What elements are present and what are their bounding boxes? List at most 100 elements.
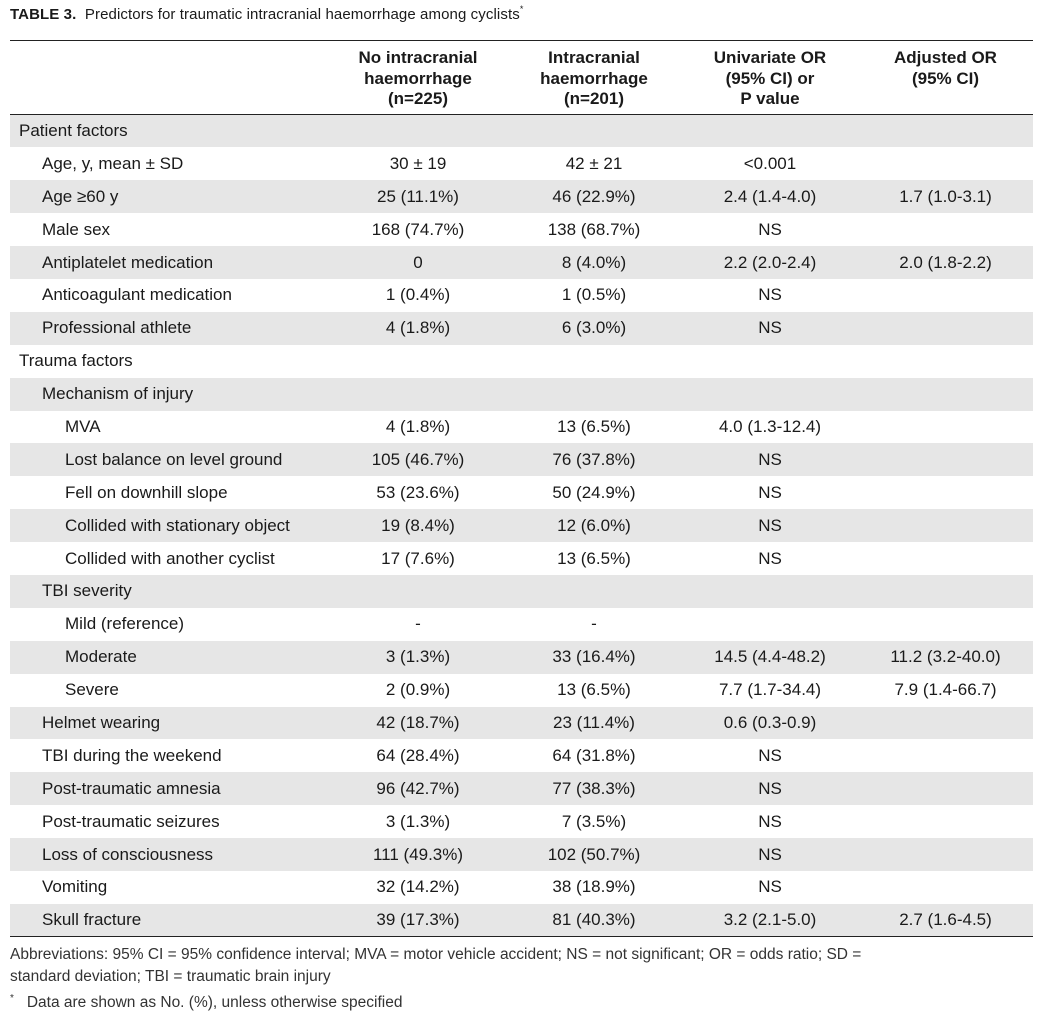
haemorrhage-value: 13 (6.5%) [557,548,631,568]
univariate-or-value: NS [758,482,782,502]
adjusted-or-value [858,311,1033,345]
no-haemorrhage-value: 42 (18.7%) [330,706,506,740]
no-haemorrhage-value [330,345,506,378]
abbreviations-line-1: Abbreviations: 95% CI = 95% confidence i… [10,946,862,963]
predictors-table: No intracranial haemorrhage (n=225) Intracr… [10,40,1033,938]
haemorrhage-value: 23 (11.4%) [506,706,682,740]
row-label: Age ≥60 y [10,180,330,214]
header-line: haemorrhage [364,68,472,88]
no-haemorrhage-value: 25 (11.1%) [330,180,506,214]
adjusted-or-value [858,345,1033,378]
table-row: Professional athlete 4 (1.8%) 6 (3.0%) NS [10,311,1033,345]
header-line: (95% CI) [911,68,980,88]
no-haemorrhage-value: 32 (14.2%) [376,877,460,897]
table-row: Anticoagulant medication 1 (0.4%) 1 (0.5%)… [10,279,1033,312]
header-line: No intracranial [358,48,478,67]
no-haemorrhage-value: 111 (49.3%) [330,838,506,871]
univariate-or-value: 2.2 (2.0-2.4) [682,246,858,279]
univariate-or-value: 7.7 (1.7-34.4) [718,680,822,700]
univariate-or-value: NS [758,548,782,568]
row-label: Skull fracture [10,903,330,938]
abbreviations-line-2: standard deviation; TBI = traumatic brai… [10,968,331,985]
row-label: Age, y, mean ± SD [42,153,184,173]
header-variable [10,40,330,115]
no-haemorrhage-value: 17 (7.6%) [381,548,455,568]
adjusted-or-value [858,279,1033,312]
row-label: Vomiting [42,877,108,897]
univariate-or-value: 0.6 (0.3-0.9) [682,706,858,740]
haemorrhage-value: 13 (6.5%) [557,680,631,700]
no-haemorrhage-value [330,574,506,608]
no-haemorrhage-value: 96 (42.7%) [330,772,506,806]
header-intracranial: Intracranial haemorrhage (n=201) [506,40,682,115]
adjusted-or-value [858,411,1033,444]
table-row: Severe 2 (0.9%) 13 (6.5%) 7.7 (1.7-34.4) 7.9… [10,674,1033,707]
header-adjusted-or: Adjusted OR (95% CI) [858,40,1033,115]
univariate-or-value [682,114,858,148]
table-row: Post-traumatic seizures 3 (1.3%) 7 (3.5%) N… [10,805,1033,838]
univariate-or-value: 2.4 (1.4-4.0) [682,180,858,214]
no-haemorrhage-value: 30 ± 19 [389,153,447,173]
row-label: Patient factors [10,114,330,148]
univariate-or-value [682,574,858,608]
univariate-or-value: NS [758,219,782,239]
adjusted-or-value [858,871,1033,904]
haemorrhage-value [506,345,682,378]
table-row: Antiplatelet medication 0 8 (4.0%) 2.2 (2.0… [10,246,1033,279]
table-row: Collided with stationary object 19 (8.4%)… [10,509,1033,543]
no-haemorrhage-value: 2 (0.9%) [385,680,451,700]
univariate-or-value: 4.0 (1.3-12.4) [718,416,822,436]
no-haemorrhage-value: 3 (1.3%) [330,640,506,674]
row-label: TBI severity [10,574,330,608]
table-footnotes: Abbreviations: 95% CI = 95% confidence i… [10,944,1010,1014]
adjusted-or-value [858,772,1033,806]
no-haemorrhage-value: 168 (74.7%) [371,219,465,239]
row-label: Helmet wearing [10,706,330,740]
haemorrhage-value [506,114,682,148]
row-label: TBI during the weekend [42,745,222,765]
header-line: haemorrhage [540,68,648,88]
table-row: TBI severity [10,574,1033,608]
table-row: Mild (reference) - - [10,608,1033,641]
haemorrhage-value: 138 (68.7%) [547,219,641,239]
header-line: Intracranial [548,48,640,67]
univariate-or-value: NS [758,811,782,831]
table-title: Predictors for traumatic intracranial ha… [84,6,520,23]
no-haemorrhage-value: 0 [330,246,506,279]
table-row: Lost balance on level ground 105 (46.7%) 7… [10,443,1033,477]
no-haemorrhage-value: 53 (23.6%) [376,482,460,502]
table-row: Age ≥60 y 25 (11.1%) 46 (22.9%) 2.4 (1.4-4.… [10,180,1033,214]
adjusted-or-value [858,574,1033,608]
table-row: Fell on downhill slope 53 (23.6%) 50 (24.9… [10,476,1033,509]
univariate-or-value: NS [682,772,858,806]
table-row: TBI during the weekend 64 (28.4%) 64 (31.8… [10,739,1033,772]
header-line: Univariate OR [713,48,827,67]
adjusted-or-value: 11.2 (3.2-40.0) [858,640,1033,674]
adjusted-or-value [858,476,1033,509]
univariate-or-value [682,608,858,641]
row-label: Mild (reference) [65,614,185,634]
no-haemorrhage-value: 105 (46.7%) [330,443,506,477]
row-label: Post-traumatic amnesia [10,772,330,806]
header-line: (n=201) [564,89,624,108]
table-row: Skull fracture 39 (17.3%) 81 (40.3%) 3.2 (2… [10,903,1033,938]
adjusted-or-value [858,377,1033,411]
adjusted-or-value [858,739,1033,772]
no-haemorrhage-value: 3 (1.3%) [385,811,451,831]
table-row: Helmet wearing 42 (18.7%) 23 (11.4%) 0.6 (0… [10,706,1033,740]
row-label: Post-traumatic seizures [42,811,220,831]
row-label: Lost balance on level ground [10,443,330,477]
haemorrhage-value: 42 ± 21 [565,153,623,173]
row-label: Collided with stationary object [10,509,330,543]
header-no-intracranial: No intracranial haemorrhage (n=225) [330,40,506,115]
no-haemorrhage-value: 64 (28.4%) [376,745,460,765]
row-label: Trauma factors [19,351,133,371]
no-haemorrhage-value: 4 (1.8%) [385,416,451,436]
no-haemorrhage-value: - [415,614,421,634]
table-body: Patient factors Age, y, mean ± SD 30 ± 19 4… [10,114,1033,938]
adjusted-or-value: 2.7 (1.6-4.5) [858,903,1033,938]
row-label: Professional athlete [10,311,330,345]
table-label: TABLE 3. [10,6,77,23]
haemorrhage-value: 13 (6.5%) [557,416,631,436]
table-row: Patient factors [10,114,1033,148]
